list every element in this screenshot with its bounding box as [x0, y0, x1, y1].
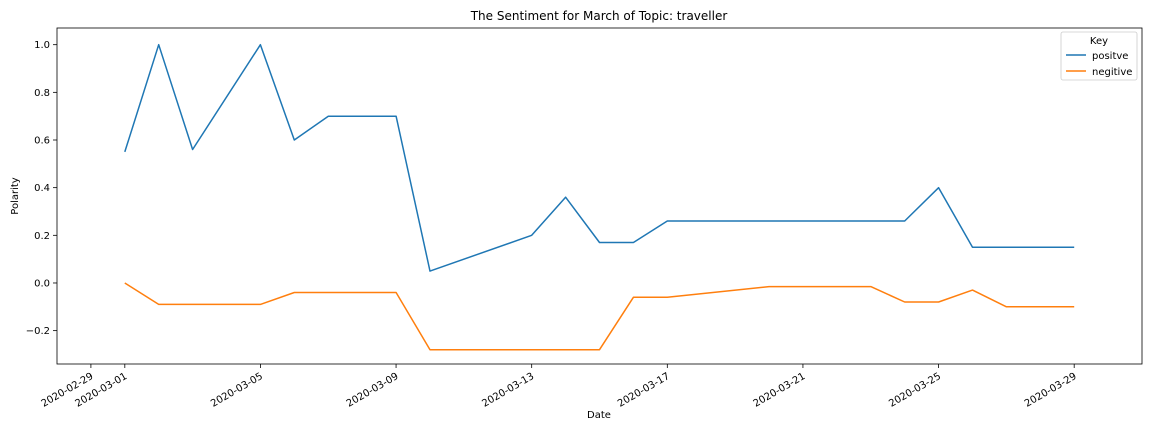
x-tick-label: 2020-03-21: [752, 371, 808, 410]
y-tick-label: −0.2: [26, 326, 50, 337]
y-tick-label: 0.8: [34, 88, 50, 99]
x-tick-label: 2020-03-25: [887, 371, 943, 410]
legend-label-negative: negitive: [1092, 67, 1132, 78]
series-line-positive: [124, 43, 1075, 272]
plot-area: [56, 27, 1143, 365]
x-tick-label: 2020-03-05: [209, 371, 265, 410]
y-tick-label: 0.2: [34, 231, 50, 242]
legend-box: [1060, 31, 1138, 81]
y-tick-label: 0.0: [34, 278, 50, 289]
legend-label-positive: positve: [1092, 51, 1128, 62]
y-axis-label: Polarity: [10, 177, 21, 215]
x-tick-label: 2020-03-29: [1023, 371, 1079, 410]
x-tick-label: 2020-03-09: [345, 371, 401, 410]
series-layer: [124, 43, 1075, 351]
chart-title: The Sentiment for March of Topic: travel…: [470, 9, 728, 23]
x-tick-label: 2020-03-17: [616, 371, 672, 410]
legend-title: Key: [1090, 36, 1108, 47]
x-tick-label: 2020-03-13: [480, 371, 536, 410]
x-axis-label: Date: [587, 410, 611, 421]
y-tick-label: 1.0: [34, 40, 50, 51]
series-line-negative: [124, 282, 1075, 351]
y-tick-label: 0.4: [34, 183, 50, 194]
legend: Key positve negitive: [1060, 31, 1138, 81]
y-axis: −0.2 0.0 0.2 0.4 0.6 0.8 1.0: [26, 40, 57, 337]
y-tick-label: 0.6: [34, 136, 50, 147]
